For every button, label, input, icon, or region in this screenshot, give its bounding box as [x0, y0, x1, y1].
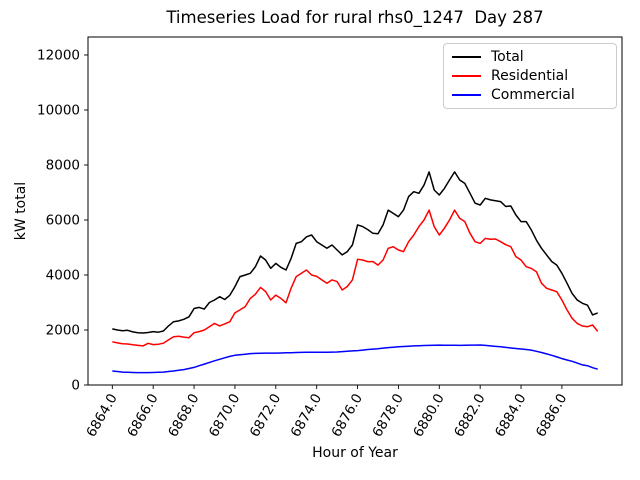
x-axis-label: Hour of Year [312, 445, 398, 461]
svg-text:6864.0: 6864.0 [83, 391, 120, 440]
svg-text:2000: 2000 [46, 322, 80, 338]
svg-text:6000: 6000 [46, 212, 80, 228]
y-axis-label: kW total [13, 181, 29, 241]
svg-text:8000: 8000 [46, 157, 80, 173]
svg-text:6880.0: 6880.0 [410, 391, 447, 440]
legend-label-residential: Residential [491, 67, 569, 84]
legend-line-sample-residential [452, 74, 481, 77]
svg-text:4000: 4000 [46, 267, 80, 283]
svg-text:0: 0 [71, 378, 80, 394]
legend-entry-residential: Residential [452, 69, 608, 83]
svg-text:12000: 12000 [37, 47, 80, 63]
legend: Total Residential Commercial [443, 43, 617, 109]
svg-text:6870.0: 6870.0 [206, 391, 243, 440]
svg-text:6866.0: 6866.0 [124, 391, 161, 440]
svg-text:6878.0: 6878.0 [369, 391, 406, 440]
legend-line-sample-total [452, 56, 481, 59]
svg-text:6884.0: 6884.0 [492, 391, 529, 440]
legend-line-sample-commercial [452, 93, 481, 96]
svg-text:6868.0: 6868.0 [165, 391, 202, 440]
legend-entry-total: Total [452, 50, 608, 64]
legend-label-commercial: Commercial [491, 86, 575, 103]
chart-title: Timeseries Load for rural rhs0_1247 Day … [166, 8, 544, 27]
svg-text:10000: 10000 [37, 102, 80, 118]
svg-text:6874.0: 6874.0 [288, 391, 325, 440]
svg-text:6876.0: 6876.0 [329, 391, 366, 440]
svg-text:6872.0: 6872.0 [247, 391, 284, 440]
svg-text:6886.0: 6886.0 [533, 391, 570, 440]
legend-label-total: Total [491, 49, 524, 66]
legend-entry-commercial: Commercial [452, 88, 608, 102]
svg-text:6882.0: 6882.0 [451, 391, 488, 440]
